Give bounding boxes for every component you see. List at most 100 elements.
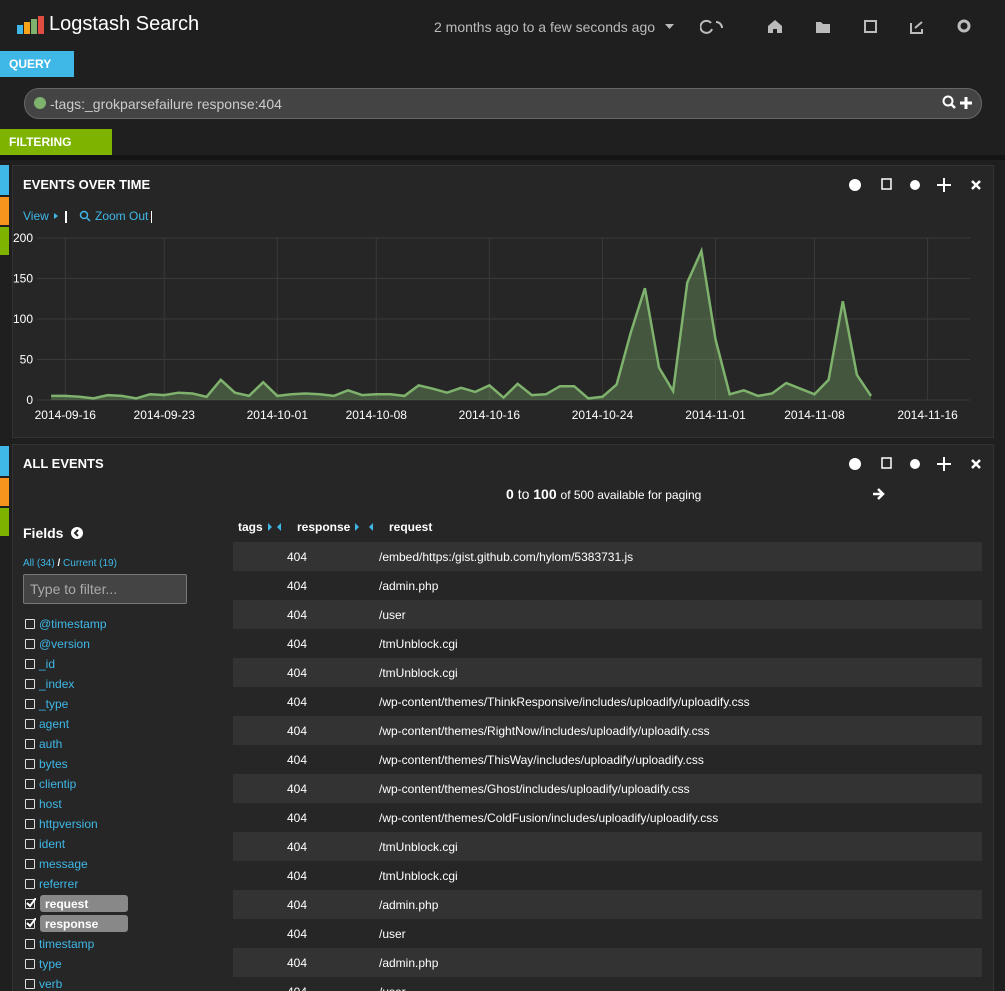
query-tab[interactable]: QUERY — [0, 51, 74, 77]
x-tick-label: 2014-09-16 — [35, 408, 97, 422]
x-tick-label: 2014-10-08 — [346, 408, 408, 422]
cell-response: 404 — [287, 927, 308, 941]
field-checkbox[interactable] — [25, 699, 35, 709]
time-range[interactable]: 2 months ago to a few seconds ago — [434, 19, 656, 35]
field-checkbox[interactable] — [25, 779, 35, 789]
field-checkbox[interactable] — [25, 799, 35, 809]
x-tick-label: 2014-09-23 — [134, 408, 196, 422]
field-checkbox[interactable] — [25, 719, 35, 729]
separator-slash: / — [57, 558, 61, 569]
collapse-icon[interactable] — [70, 526, 84, 540]
app-title: Logstash Search — [49, 13, 200, 35]
field-name[interactable]: host — [39, 797, 62, 811]
cell-response: 404 — [287, 579, 308, 593]
field-name[interactable]: agent — [39, 717, 70, 731]
cell-response: 404 — [287, 782, 308, 796]
field-name[interactable]: _index — [39, 677, 75, 691]
table-row[interactable] — [233, 774, 982, 803]
y-tick-label: 150 — [13, 272, 33, 286]
field-checkbox[interactable] — [25, 979, 35, 989]
field-name[interactable]: referrer — [39, 877, 79, 891]
cell-request: /wp-content/themes/Ghost/includes/upload… — [379, 782, 690, 796]
next-page[interactable] — [872, 487, 886, 501]
field-checkbox[interactable] — [25, 659, 35, 669]
cell-response: 404 — [287, 753, 308, 767]
table-row[interactable] — [233, 600, 982, 629]
y-tick-label: 200 — [13, 231, 33, 245]
field-checkbox[interactable] — [25, 679, 35, 689]
field-name[interactable]: @version — [39, 637, 90, 651]
query-text[interactable]: -tags:_grokparsefailure response:404 — [50, 96, 282, 112]
field-checkbox[interactable] — [25, 898, 36, 909]
field-name[interactable]: auth — [39, 737, 63, 751]
field-name[interactable]: clientip — [39, 777, 77, 791]
column-header[interactable]: tags — [238, 520, 263, 534]
caret — [665, 24, 674, 29]
cell-response: 404 — [287, 840, 308, 854]
table-row[interactable] — [233, 919, 982, 948]
field-name[interactable]: _id — [39, 657, 56, 671]
table-row[interactable] — [233, 832, 982, 861]
field-name[interactable]: _type — [39, 697, 69, 711]
zoom-out-link[interactable]: Zoom Out — [95, 209, 149, 223]
field-checkbox[interactable] — [25, 918, 36, 929]
table-row[interactable] — [233, 716, 982, 745]
field-name[interactable]: ident — [39, 837, 66, 851]
x-tick-label: 2014-10-24 — [572, 408, 634, 422]
cell-response: 404 — [287, 956, 308, 970]
column-header[interactable]: response — [297, 520, 351, 534]
field-scope: All (34) / Current (19) — [23, 558, 117, 569]
query-input[interactable] — [24, 88, 982, 119]
query-tab-label: QUERY — [9, 57, 52, 71]
row-strip — [0, 227, 9, 255]
field-name[interactable]: timestamp — [39, 937, 95, 951]
filtering-tab[interactable]: FILTERING — [0, 129, 112, 155]
table-row[interactable] — [233, 948, 982, 977]
field-checkbox[interactable] — [25, 939, 35, 949]
field-checkbox[interactable] — [25, 859, 35, 869]
table-row[interactable] — [233, 977, 982, 991]
cell-response: 404 — [287, 985, 307, 991]
field-name[interactable]: httpversion — [39, 817, 98, 831]
field-name[interactable]: verb — [39, 977, 63, 991]
field-checkbox[interactable] — [25, 619, 35, 629]
field-name[interactable]: @timestamp — [39, 617, 107, 631]
row-strip — [0, 197, 9, 225]
table-row[interactable] — [233, 890, 982, 919]
paging-to: 100 — [533, 486, 557, 502]
table-row[interactable] — [233, 571, 982, 600]
current-fields[interactable]: Current (19) — [63, 558, 117, 569]
field-checkbox[interactable] — [25, 879, 35, 889]
cell-request: /tmUnblock.cgi — [379, 869, 458, 883]
y-tick-label: 0 — [26, 393, 33, 407]
table-row[interactable] — [233, 861, 982, 890]
field-name[interactable]: response — [45, 917, 99, 931]
fields-title: Fields — [23, 525, 64, 541]
query-actions[interactable] — [942, 95, 974, 111]
panel-icons[interactable] — [840, 177, 990, 193]
field-checkbox[interactable] — [25, 839, 35, 849]
field-name[interactable]: bytes — [39, 757, 68, 771]
field-checkbox[interactable] — [25, 819, 35, 829]
field-name[interactable]: type — [39, 957, 62, 971]
filter-input[interactable] — [23, 574, 187, 604]
field-checkbox[interactable] — [25, 739, 35, 749]
field-checkbox[interactable] — [25, 759, 35, 769]
table-row[interactable] — [233, 542, 982, 571]
view-link[interactable]: View — [23, 209, 49, 223]
table-row[interactable] — [233, 629, 982, 658]
field-checkbox[interactable] — [25, 959, 35, 969]
field-checkbox[interactable] — [25, 639, 35, 649]
field-name[interactable]: message — [39, 857, 88, 871]
cell-request: /user — [379, 927, 406, 941]
panel-icons[interactable] — [840, 456, 990, 472]
field-name[interactable]: request — [45, 897, 89, 911]
all-fields[interactable]: All (34) — [23, 558, 55, 569]
sort-caret — [277, 523, 281, 531]
paging-rest: of 500 available for paging — [560, 488, 702, 502]
column-header[interactable]: request — [389, 520, 433, 534]
toolbar-icons[interactable] — [700, 17, 980, 37]
table-row[interactable] — [233, 658, 982, 687]
cell-request: /tmUnblock.cgi — [379, 637, 458, 651]
